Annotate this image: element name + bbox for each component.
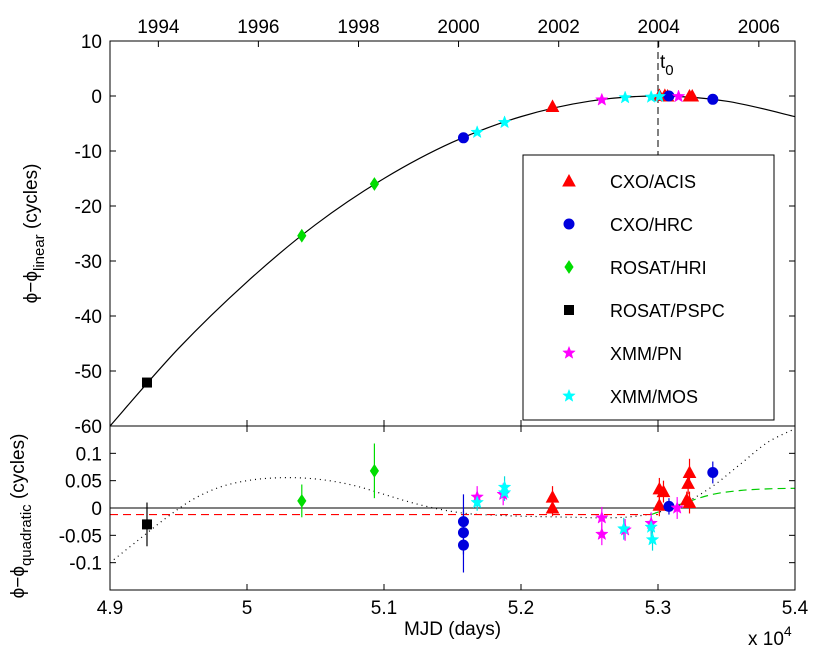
y-tick-label: -40 [75, 307, 102, 328]
point-xmm-pn [671, 89, 686, 103]
residual-xmm-pn [670, 500, 685, 514]
y-tick-label: -50 [75, 362, 102, 383]
year-tick-label: 1998 [337, 17, 379, 38]
residual-xmm-mos [470, 495, 485, 509]
residual-cxo-acis [681, 476, 695, 489]
green-dashed-line [650, 487, 795, 516]
bottom-y-axis-label: ϕ−ϕquadratic (cycles) [8, 434, 35, 599]
bottom-panel: -0.1 -0.05 0 0.05 0.1 4.9 5 5.1 5.2 5.3 5.4 MJD (da… [8, 425, 809, 650]
legend-marker [563, 218, 575, 230]
residual-cxo-acis [545, 490, 560, 503]
y-label-unit: (cycles) [8, 434, 29, 505]
y-label-sub: quadratic [18, 504, 35, 566]
y-tick-label: 0 [91, 87, 102, 108]
legend-marker [564, 305, 574, 315]
legend-box [522, 154, 775, 421]
point-cxo-acis [545, 99, 560, 112]
point-cxo-hrc [663, 90, 675, 102]
x-tick-label: 5.2 [508, 598, 534, 619]
x-tick-label: 5.1 [371, 598, 397, 619]
y-tick-label: 10 [81, 32, 102, 53]
point-cxo-hrc [457, 132, 469, 144]
residual-xmm-pn [594, 527, 609, 541]
top-panel: t0 -60 -50 -40 -30 -20 -10 0 10 1994 1996 1998 2000 2… [21, 17, 796, 438]
legend-label: CXO/ACIS [610, 172, 696, 192]
residual-xmm-pn [594, 510, 609, 524]
dotted-curve [110, 428, 795, 564]
year-tick-label: 2000 [437, 17, 479, 38]
residual-xmm-mos [645, 532, 660, 546]
residual-xmm-mos [616, 521, 631, 535]
point-xmm-pn [594, 92, 609, 106]
residual-cxo-acis [682, 495, 697, 509]
y-label-main: ϕ−ϕ [8, 566, 29, 598]
point-xmm-mos [470, 125, 485, 139]
y-label-unit: (cycles) [21, 164, 42, 235]
x-axis-label: MJD (days) [404, 619, 501, 640]
point-xmm-mos [497, 115, 512, 129]
x-tick-label: 5.4 [782, 598, 809, 619]
legend-label: CXO/HRC [610, 215, 693, 235]
y-label-main: ϕ−ϕ [21, 271, 42, 303]
y-tick-label: 0.05 [65, 472, 102, 493]
y-tick-label: 0 [91, 499, 102, 520]
residual-cxo-acis [545, 500, 560, 514]
legend: CXO/ACIS CXO/HRC ROSAT/HRI ROSAT/PSPC XMM/PN… [522, 154, 775, 421]
year-tick-label: 1996 [237, 17, 279, 38]
x-tick-label: 5 [242, 598, 253, 619]
residual-rosat-hri [297, 493, 307, 508]
y-tick-label: -0.05 [59, 526, 102, 547]
legend-marker [564, 260, 574, 274]
top-y-axis-label: ϕ−ϕlinear (cycles) [21, 164, 48, 304]
x-tick-label: 4.9 [97, 598, 123, 619]
legend-label: ROSAT/HRI [610, 258, 707, 278]
year-tick-label: 2002 [538, 17, 580, 38]
t0-label: t0 [660, 52, 674, 79]
y-tick-label: -30 [75, 252, 102, 273]
point-xmm-mos [652, 89, 667, 103]
y-tick-label: -60 [75, 417, 102, 438]
point-cxo-acis [685, 88, 700, 102]
y-tick-label: -10 [75, 142, 102, 163]
y-tick-label: -20 [75, 197, 102, 218]
residual-cxo-acis [656, 484, 671, 498]
year-tick-label: 2004 [638, 17, 681, 38]
legend-label: ROSAT/PSPC [610, 301, 725, 321]
y-label-sub: linear [31, 234, 48, 271]
residual-rosat-hri [369, 463, 380, 478]
residual-cxo-hrc [707, 466, 719, 478]
residual-cxo-hrc [457, 527, 469, 539]
residual-cxo-hrc [457, 516, 469, 528]
residual-cxo-acis [652, 498, 667, 511]
point-cxo-hrc [707, 93, 719, 105]
x-multiplier: x 104 [748, 623, 792, 650]
year-tick-label: 2006 [738, 17, 780, 38]
y-tick-label: 0.1 [76, 444, 102, 465]
point-rosat-pspc [141, 377, 152, 388]
legend-label: XMM/MOS [610, 387, 698, 407]
legend-marker [562, 388, 576, 402]
x-tick-label: 5.3 [645, 598, 671, 619]
residual-rosat-pspc [141, 519, 152, 530]
point-xmm-mos [618, 90, 632, 104]
y-tick-label: -0.1 [69, 554, 102, 575]
x-multiplier-exponent: 4 [784, 623, 792, 639]
residual-cxo-acis [682, 465, 697, 478]
point-rosat-hri [297, 228, 307, 243]
legend-label: XMM/PN [610, 344, 682, 364]
residual-xmm-mos [644, 519, 659, 533]
legend-marker [562, 345, 576, 359]
point-rosat-hri [369, 177, 380, 191]
year-tick-label: 1994 [137, 17, 180, 38]
residual-cxo-hrc [457, 539, 469, 551]
legend-marker [562, 173, 576, 187]
residual-xmm-mos [497, 485, 512, 499]
t0-subscript: 0 [665, 62, 673, 79]
